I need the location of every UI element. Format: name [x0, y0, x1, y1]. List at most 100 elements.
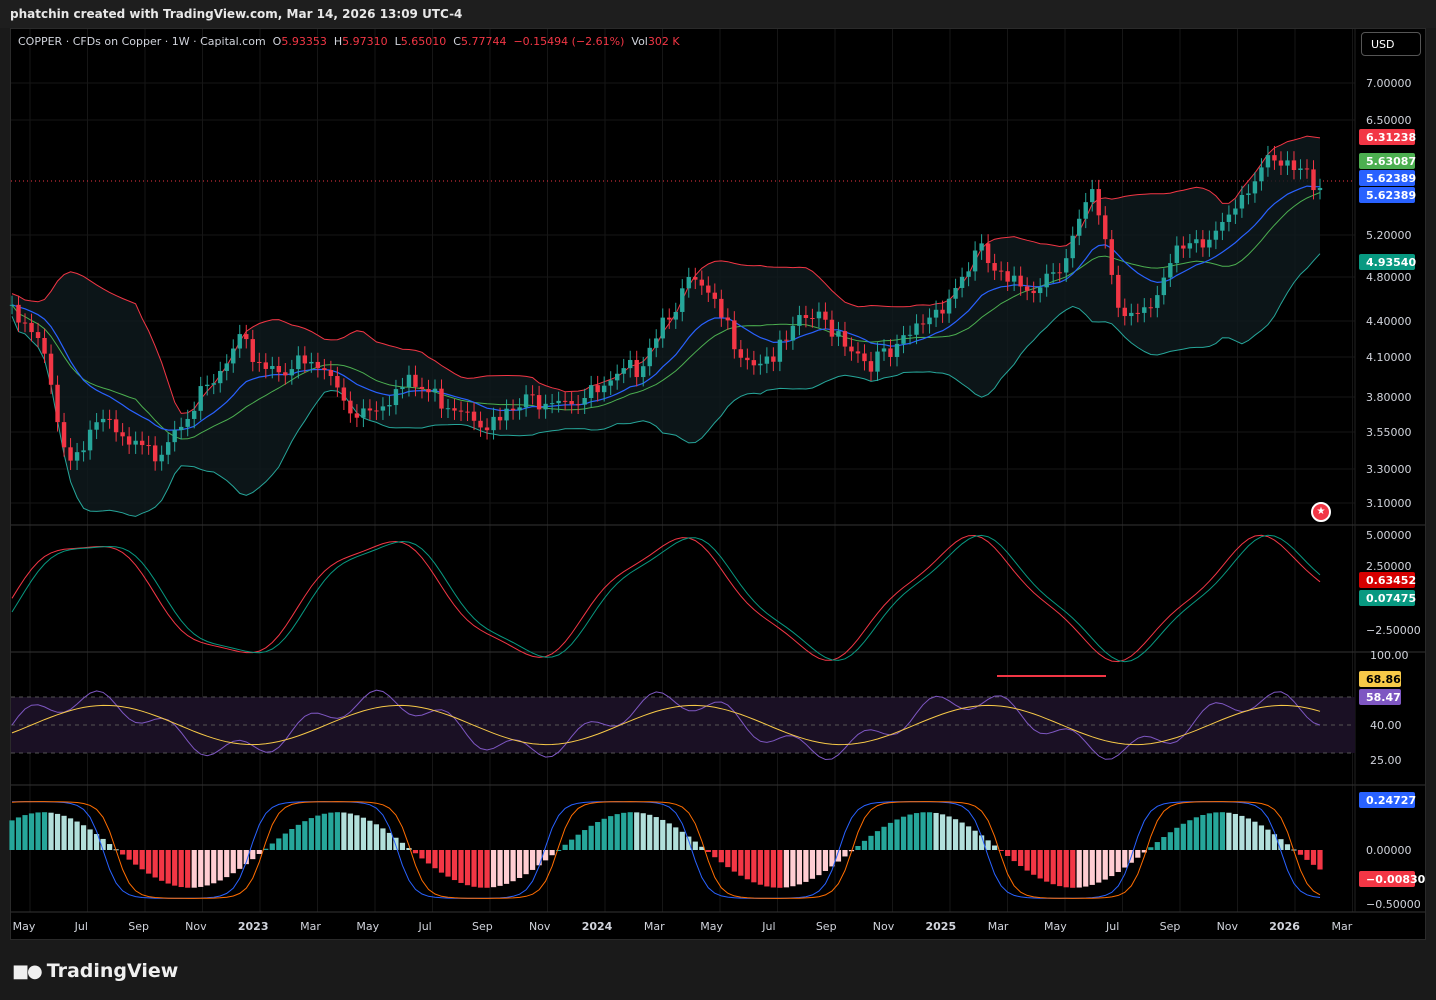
macd-histogram-bar — [497, 850, 503, 886]
macd-histogram-bar — [1206, 813, 1212, 850]
rsi-tick-label: 40.00 — [1370, 719, 1402, 732]
macd-histogram-bar — [979, 835, 985, 850]
candle-body — [914, 323, 919, 335]
candle-body — [1226, 214, 1232, 222]
macd-histogram-bar — [1141, 850, 1147, 853]
osc-slow-line — [11, 534, 1321, 663]
macd-histogram-bar — [809, 850, 816, 879]
candle-body — [738, 349, 744, 358]
macd-histogram-bar — [705, 850, 711, 853]
candle-body — [1018, 275, 1023, 287]
candle-body — [953, 287, 958, 299]
macd-histogram-bar — [536, 850, 542, 866]
macd-histogram-bar — [796, 850, 803, 885]
candle-body — [881, 348, 887, 352]
candle-body — [9, 304, 15, 306]
candle-body — [797, 315, 802, 326]
macd-histogram-bar — [1102, 850, 1108, 880]
candle-body — [842, 331, 848, 347]
candle-body — [1265, 155, 1271, 168]
candle-body — [237, 334, 242, 349]
us-flag-icon[interactable]: ★ — [1311, 502, 1331, 522]
candle-body — [1070, 235, 1075, 259]
candle-body — [1252, 181, 1258, 194]
candle-body — [693, 276, 698, 280]
candle-body — [1278, 160, 1284, 166]
bb-basis-line — [11, 192, 1321, 440]
candle-body — [328, 369, 334, 377]
macd-histogram-bar — [985, 840, 991, 850]
attribution-bar: phatchin created with TradingView.com, M… — [0, 0, 1436, 28]
candle-body — [270, 366, 275, 369]
macd-histogram-bar — [282, 833, 288, 850]
macd-histogram-bar — [874, 831, 881, 850]
bb-upper-line — [11, 135, 1321, 414]
open-label: O — [272, 35, 282, 48]
macd-histogram-bar — [308, 818, 314, 850]
candle-body — [751, 360, 757, 366]
macd-histogram-bar — [1057, 850, 1063, 887]
candle-body — [868, 361, 874, 372]
price-axis: 7.00000 6.50000 5.20000 4.80000 4.40000 4.100… — [1366, 77, 1421, 911]
macd-histogram-bar — [380, 828, 386, 850]
candle-body — [1129, 312, 1134, 317]
macd-histogram-bar — [744, 850, 750, 880]
macd-histogram-bar — [367, 820, 373, 850]
candle-body — [1298, 168, 1303, 170]
price-badge-bg — [1359, 170, 1415, 186]
macd-histogram-bar — [87, 829, 93, 850]
bollinger-bands — [11, 135, 1321, 517]
time-tick-label: Mar — [300, 920, 321, 933]
macd-badge-bg — [1359, 871, 1415, 887]
macd-histogram-bar — [1096, 850, 1102, 883]
candle-body — [159, 454, 164, 462]
macd-line — [11, 801, 1321, 899]
candle-body — [1161, 277, 1167, 296]
macd-histogram-bar — [855, 846, 861, 850]
macd-histogram-bar — [256, 850, 262, 854]
macd-histogram-bar — [972, 830, 978, 850]
candle-body — [562, 400, 568, 402]
price-tick-label: 3.30000 — [1366, 463, 1412, 476]
macd-histogram-bar — [438, 850, 445, 873]
volume-label: Vol — [631, 35, 648, 48]
candle-body — [777, 339, 783, 362]
price-badge: 4.93540 — [1366, 256, 1416, 269]
candle-body — [784, 339, 789, 341]
macd-histogram-bar — [159, 850, 165, 881]
time-tick-label: Jul — [74, 920, 88, 933]
macd-histogram-bar — [1063, 850, 1069, 888]
candle-body — [1155, 295, 1160, 308]
rsi-tick-label: 100.00 — [1370, 649, 1409, 662]
macd-histogram-bar — [126, 850, 132, 860]
candle-body — [413, 374, 418, 387]
price-badge: 6.31238 — [1366, 131, 1416, 144]
candle-body — [400, 387, 405, 390]
tradingview-logo[interactable]: ■● TradingView — [12, 960, 178, 982]
macd-histogram-bar — [699, 846, 705, 850]
macd-histogram-bar — [165, 850, 171, 884]
candle-body — [276, 366, 282, 373]
time-tick-label: Nov — [1217, 920, 1239, 933]
macd-histogram-bar — [894, 819, 900, 850]
currency-button[interactable]: USD — [1361, 32, 1421, 56]
candle-body — [660, 317, 665, 339]
candle-body — [42, 338, 47, 354]
time-tick-label: Jul — [1105, 920, 1119, 933]
candle-body — [686, 276, 691, 289]
macd-histogram-bar — [725, 850, 731, 868]
macd-histogram-bar — [900, 816, 907, 850]
macd-histogram-bar — [582, 830, 588, 850]
macd-histogram-bar — [425, 850, 432, 864]
candle-body — [588, 385, 594, 398]
candle-body — [35, 332, 41, 339]
macd-histogram-bar — [15, 817, 22, 850]
macd-tick-label: −0.50000 — [1366, 898, 1421, 911]
macd-histogram-bar — [120, 850, 126, 855]
candle-body — [875, 351, 880, 372]
macd-histogram-bar — [783, 850, 789, 888]
macd-histogram-bar — [54, 813, 61, 850]
macd-histogram-bar — [959, 822, 965, 850]
macd-histogram-bar — [887, 822, 894, 850]
